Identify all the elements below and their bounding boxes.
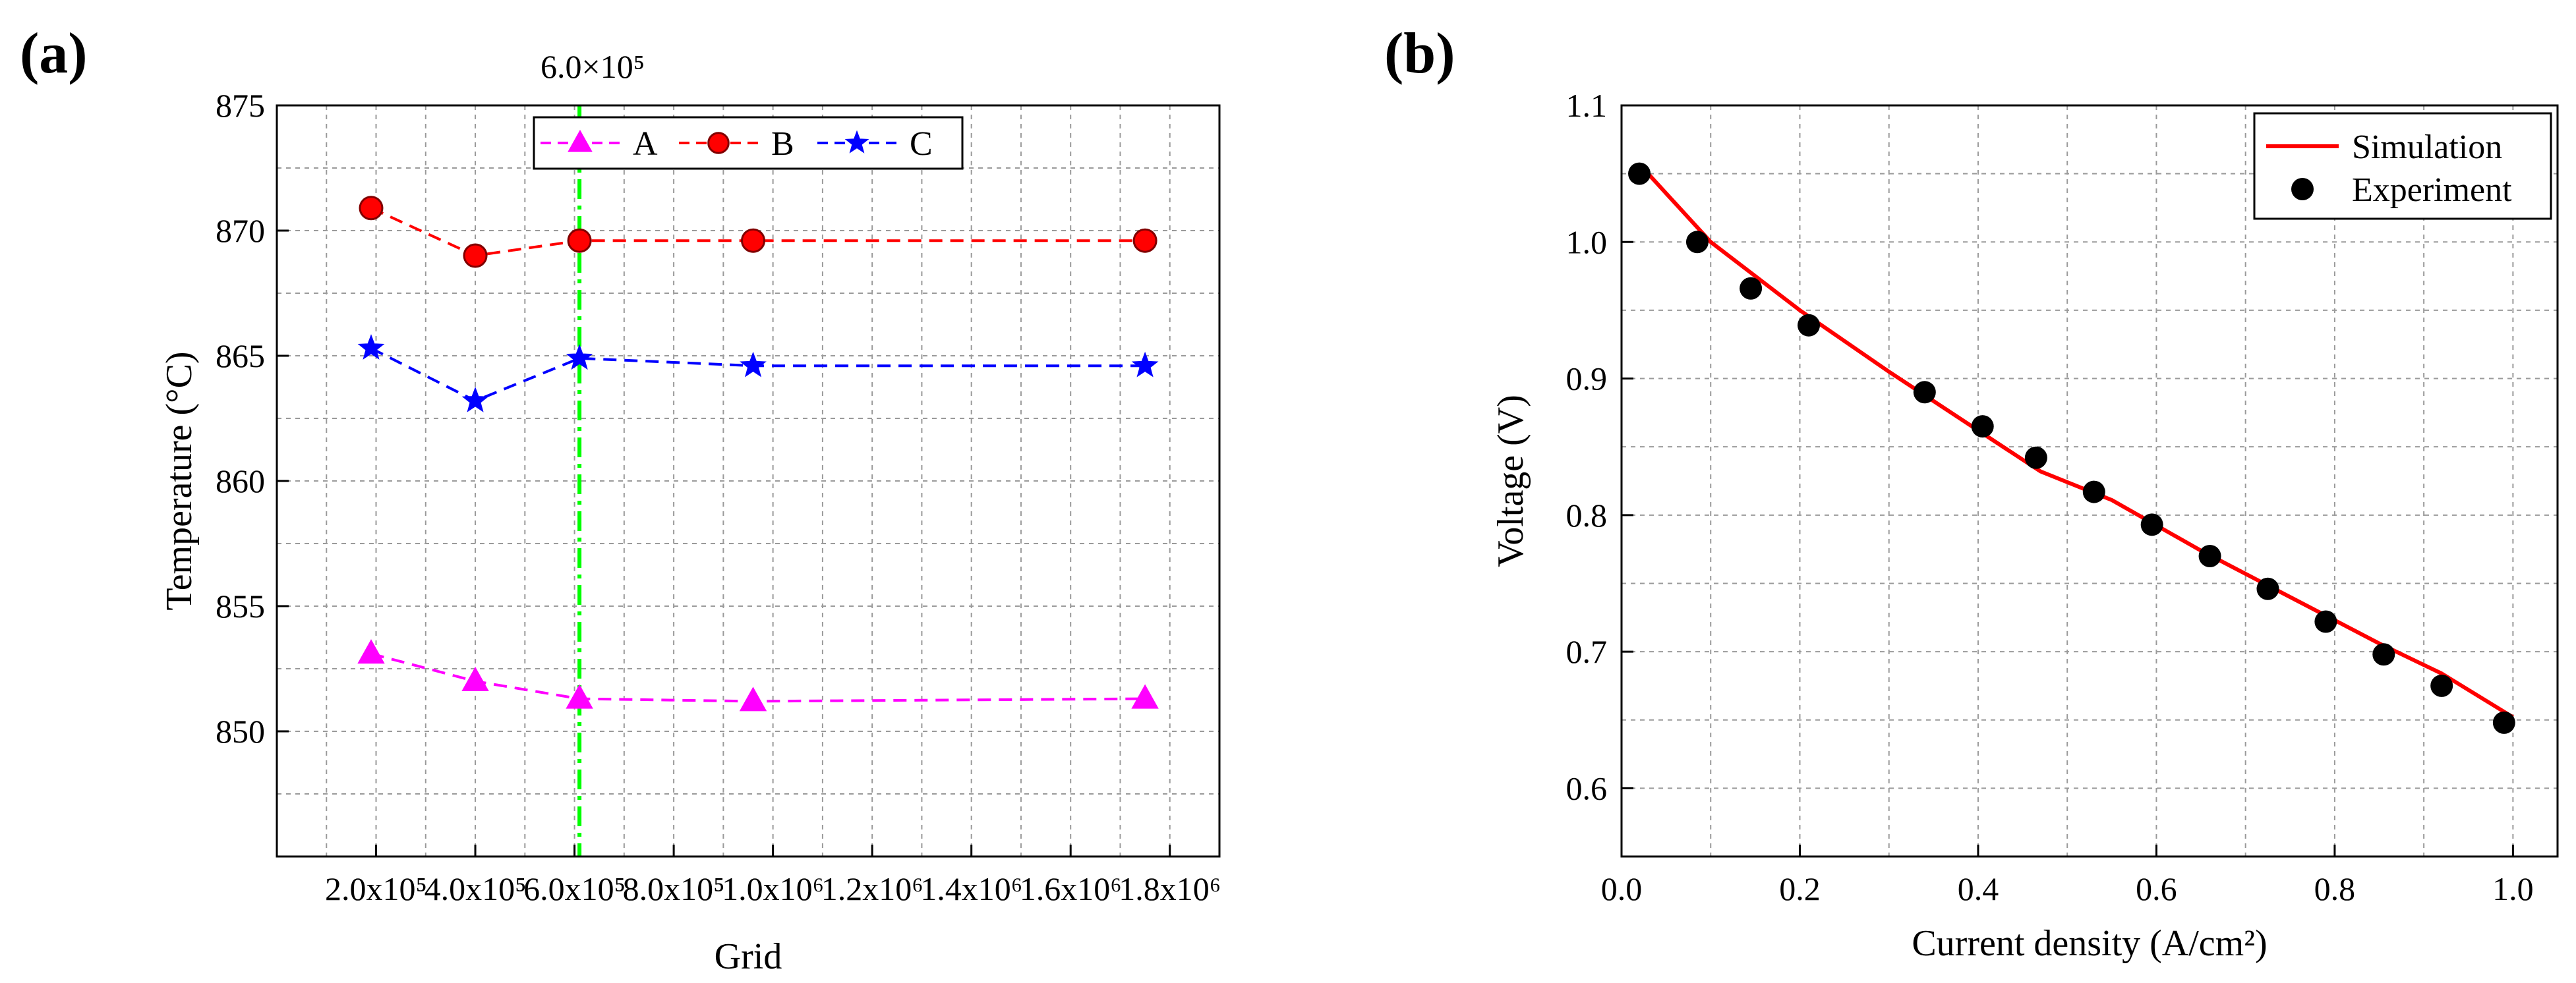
series-group-a [357, 196, 1159, 712]
data-point-b [359, 196, 384, 221]
series-line-a [370, 652, 1146, 703]
x-tick-label: 1.6x10⁶ [1020, 870, 1122, 907]
data-point-experiment [2372, 643, 2395, 666]
data-point-experiment [2314, 610, 2337, 633]
x-tick-label: 4.0x10⁵ [424, 870, 527, 907]
data-point-a [357, 639, 385, 664]
legend-label-simulation: Simulation [2352, 128, 2502, 166]
plot-frame-b [1620, 104, 2559, 858]
x-tick-label: 0.8 [2314, 870, 2356, 907]
y-tick-label: 850 [216, 713, 265, 750]
data-point-c [1131, 351, 1159, 378]
y-ticks-b: 0.6 0.7 0.8 0.9 1.0 1.1 [1566, 87, 1633, 806]
legend-marker-c [844, 130, 869, 154]
data-point-a [461, 666, 489, 691]
legend-marker-b [707, 132, 730, 154]
legend-label-c: C [910, 125, 933, 163]
x-ticks-b: 0.0 0.2 0.4 0.6 0.8 1.0 [1601, 845, 2534, 907]
legend-label-b: B [771, 125, 794, 163]
data-point-experiment [2430, 674, 2453, 697]
x-axis-label-a: Grid [715, 936, 782, 977]
data-point-experiment [2492, 711, 2515, 734]
y-tick-label: 875 [216, 87, 265, 124]
data-point-experiment [1798, 314, 1820, 337]
data-point-a [1131, 684, 1159, 709]
data-point-c [740, 351, 767, 378]
series-line-simulation [1637, 163, 2514, 719]
legend-marker-experiment [2291, 178, 2314, 200]
x-tick-label: 1.2x10⁶ [821, 870, 923, 907]
data-point-experiment [1913, 381, 1936, 404]
x-tick-label: 0.0 [1601, 870, 1643, 907]
legend-box-b [2253, 112, 2552, 220]
y-tick-label: 870 [216, 212, 265, 249]
data-point-experiment [2024, 446, 2047, 469]
x-tick-label: 1.4x10⁶ [920, 870, 1022, 907]
legend-label-a: A [633, 125, 658, 163]
data-point-a [566, 684, 593, 709]
x-tick-label: 8.0x10⁵ [623, 870, 725, 907]
panel-b: (b) 0.6 0.7 0.8 0.9 1.0 1.1 0.0 0.2 0.4 0.6 0.8 1.… [1384, 22, 2559, 964]
y-axis-label-b: Voltage (V) [1490, 395, 1531, 567]
x-tick-label: 0.2 [1779, 870, 1821, 907]
y-tick-label: 865 [216, 337, 265, 374]
x-tick-label: 1.0 [2492, 870, 2534, 907]
data-point-a [739, 687, 767, 712]
data-point-experiment [1740, 277, 1763, 300]
data-point-experiment [2082, 480, 2105, 503]
x-ticks-a: 2.0x10⁵4.0x10⁵6.0x10⁵8.0x10⁵1.0x10⁶1.2x1… [325, 845, 1221, 907]
grid-a [277, 105, 1219, 857]
data-point-b [741, 228, 766, 253]
y-tick-label: 855 [216, 588, 265, 625]
data-point-c [461, 386, 489, 412]
legend-label-experiment: Experiment [2352, 171, 2512, 209]
legend-a: A B C [533, 116, 964, 170]
y-tick-label: 860 [216, 463, 265, 499]
x-tick-label: 1.0x10⁶ [722, 870, 824, 907]
x-tick-label: 2.0x10⁵ [325, 870, 427, 907]
data-point-b [463, 243, 488, 268]
data-point-experiment [2256, 577, 2279, 600]
y-axis-label-a: Temperature (°C) [159, 351, 200, 610]
series-group-b [1628, 162, 2515, 734]
legend-b: Simulation Experiment [2253, 112, 2552, 220]
y-tick-label: 0.9 [1566, 360, 1608, 397]
data-point-experiment [2198, 545, 2221, 567]
data-point-b [567, 228, 592, 253]
legend-marker-a [568, 129, 593, 152]
y-tick-label: 1.0 [1566, 223, 1608, 260]
x-axis-label-b: Current density (A/cm²) [1912, 923, 2267, 964]
y-tick-label: 1.1 [1566, 87, 1608, 124]
y-tick-label: 0.7 [1566, 633, 1608, 670]
data-point-c [357, 334, 385, 360]
data-point-experiment [1685, 231, 1709, 254]
series-line-c [370, 347, 1146, 403]
x-tick-label: 1.8x10⁶ [1119, 870, 1221, 907]
panel-label-a: (a) [20, 22, 88, 86]
data-point-experiment [1971, 415, 1994, 438]
x-tick-label: 0.6 [2136, 870, 2177, 907]
y-tick-label: 0.8 [1566, 497, 1608, 534]
y-ticks-a: 850 855 860 865 870 875 [216, 87, 289, 750]
y-tick-label: 0.6 [1566, 770, 1608, 806]
annotation-a: 6.0×10⁵ [541, 48, 645, 85]
data-point-experiment [2140, 513, 2163, 536]
panel-label-b: (b) [1384, 22, 1455, 86]
x-tick-label: 6.0x10⁵ [523, 870, 626, 907]
x-tick-label: 0.4 [1958, 870, 1999, 907]
data-point-c [566, 344, 593, 370]
data-point-experiment [1628, 162, 1651, 185]
data-point-b [1132, 228, 1157, 253]
